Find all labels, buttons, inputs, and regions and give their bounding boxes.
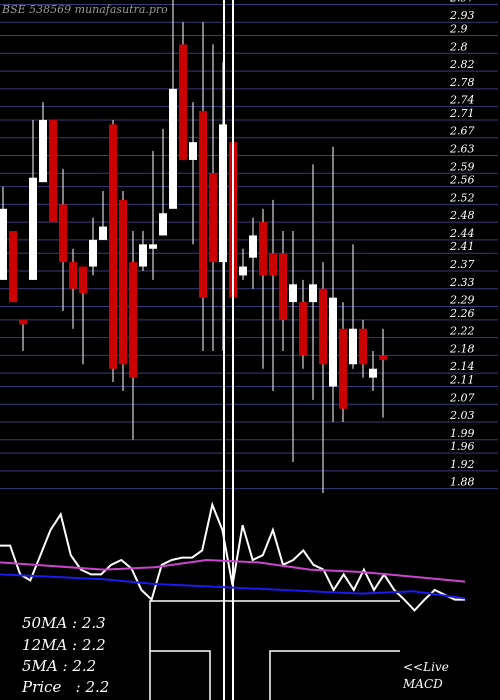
y-tick-label: 2.07 <box>449 391 475 404</box>
y-tick-label: 2.41 <box>449 240 475 253</box>
candle-body <box>119 199 127 365</box>
candle-body <box>209 173 217 263</box>
candle-body <box>299 302 307 356</box>
candle-body <box>339 328 347 409</box>
chart-title: BSE 538569 munafasutra.pro <box>1 3 168 16</box>
y-tick-label: 2.33 <box>449 276 475 289</box>
candle-body <box>19 319 27 325</box>
y-tick-label: 2.14 <box>449 360 475 373</box>
y-tick-label: 2.26 <box>449 307 475 320</box>
y-tick-label: 2.74 <box>449 94 475 107</box>
y-tick-label: 2.52 <box>449 191 475 204</box>
candle-body <box>249 235 257 258</box>
macd-label: <<Live <box>403 660 449 674</box>
candles <box>0 0 387 502</box>
candle-body <box>269 253 277 276</box>
price-label: Price : 2.2 <box>21 678 109 696</box>
indicator-line <box>0 501 465 612</box>
candle-body <box>139 244 147 267</box>
y-tick-label: 2.78 <box>449 76 475 89</box>
y-tick-label: 2.9 <box>449 23 468 36</box>
candle-body <box>49 119 57 223</box>
candle-body <box>69 262 77 289</box>
candle-body <box>169 88 177 209</box>
y-tick-label: 1.99 <box>450 427 475 440</box>
candle-body <box>239 266 247 276</box>
y-tick-label: 2.48 <box>449 209 475 222</box>
candle-body <box>9 231 17 303</box>
candle-body <box>279 253 287 320</box>
candle-body <box>29 177 37 280</box>
candle-body <box>89 239 97 267</box>
y-tick-label: 2.22 <box>449 325 475 338</box>
candle-body <box>59 204 67 263</box>
y-tick-label: 1.92 <box>450 458 475 471</box>
y-tick-label: 2.37 <box>449 258 475 271</box>
candle-body <box>0 208 7 280</box>
indicator-line <box>0 573 466 600</box>
candle-body <box>149 244 157 249</box>
ma-label: 50MA : 2.3 <box>22 614 106 632</box>
candle-body <box>379 355 387 360</box>
y-tick-label: 2.93 <box>449 9 475 22</box>
y-tick-label: 2.44 <box>449 227 475 240</box>
candle-body <box>179 44 187 160</box>
candle-body <box>259 222 267 276</box>
y-tick-label: 2.56 <box>449 174 475 187</box>
candle-body <box>349 328 357 365</box>
separator <box>223 0 234 700</box>
y-tick-label: 2.59 <box>449 160 475 173</box>
candle-body <box>359 328 367 365</box>
y-tick-label: 2.11 <box>449 373 475 386</box>
candle-body <box>129 262 137 378</box>
candle-body <box>319 288 327 365</box>
y-tick-label: 2.97 <box>449 0 475 4</box>
y-tick-label: 2.18 <box>449 342 475 355</box>
candle-body <box>369 368 377 378</box>
macd-step <box>269 650 400 700</box>
y-tick-label: 1.88 <box>450 476 475 489</box>
y-tick-label: 2.82 <box>449 58 475 71</box>
y-tick-label: 2.71 <box>449 107 475 120</box>
macd-frame <box>149 600 400 700</box>
candle-body <box>199 111 207 298</box>
candle-body <box>329 297 337 387</box>
candle-body <box>109 124 117 369</box>
y-tick-label: 2.29 <box>449 294 475 307</box>
y-tick-label: 2.67 <box>449 125 475 138</box>
candle-body <box>39 119 47 183</box>
candle-body <box>79 266 87 294</box>
lower-panel <box>0 501 466 612</box>
candle-body <box>99 226 107 240</box>
y-tick-label: 1.96 <box>450 440 475 453</box>
macd-label: MACD <box>402 677 443 691</box>
candle-body <box>189 142 197 160</box>
macd-step <box>150 650 211 700</box>
candle-body <box>289 284 297 303</box>
y-tick-label: 2.63 <box>449 142 475 155</box>
ma-label: 5MA : 2.2 <box>22 657 96 675</box>
y-tick-label: 2.8 <box>449 40 468 53</box>
candle-body <box>309 284 317 303</box>
y-tick-label: 2.03 <box>449 409 475 422</box>
candle-body <box>159 213 167 236</box>
ma-label: 12MA : 2.2 <box>22 636 106 654</box>
indicator-line <box>0 558 466 583</box>
macd-box <box>149 600 400 700</box>
